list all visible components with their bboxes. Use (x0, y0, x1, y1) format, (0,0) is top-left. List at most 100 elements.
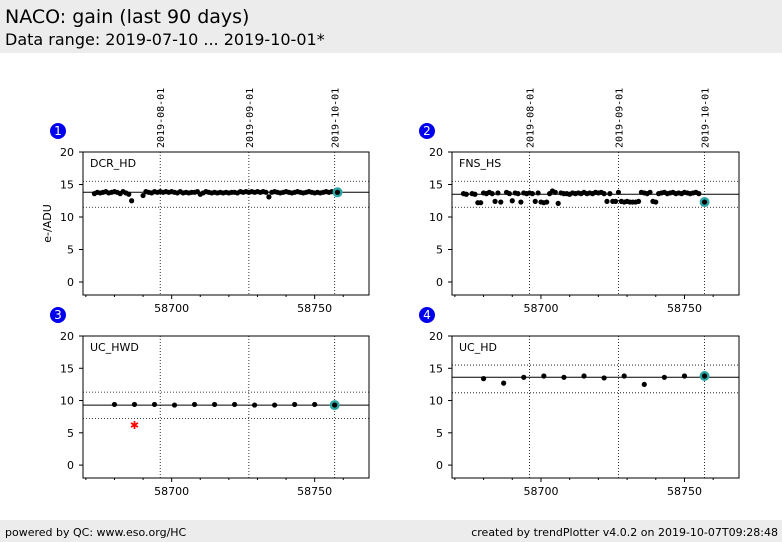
data-point (463, 191, 469, 197)
data-point (211, 401, 218, 408)
data-point (506, 191, 512, 197)
panel-number-badge (419, 123, 435, 139)
data-point (263, 189, 269, 195)
data-point (635, 198, 642, 204)
data-point (612, 198, 619, 204)
data-point (272, 402, 278, 408)
y-tick-label: 20 (60, 330, 74, 343)
x-tick-label: 58700 (154, 485, 189, 498)
data-point (266, 194, 272, 200)
data-point (601, 375, 607, 381)
y-tick-label: 15 (60, 179, 74, 192)
panel-4: 4 0 5 10 15 20 58700 58750 UC_HD (419, 307, 740, 498)
latest-point (332, 402, 338, 408)
data-point (601, 191, 607, 197)
x-tick-label: 58750 (667, 302, 702, 315)
plot-frame (451, 335, 740, 479)
footer-credit: powered by QC: www.eso.org/HC (5, 526, 187, 539)
data-point (653, 199, 659, 205)
data-range-subtitle: Data range: 2019-07-10 ... 2019-10-01* (5, 30, 325, 49)
data-point (621, 373, 627, 379)
y-axis-label: e-/ADU (41, 204, 54, 243)
panel-number-badge (419, 307, 435, 323)
latest-point (701, 199, 708, 205)
data-point (529, 191, 535, 197)
y-tick-label: 5 (436, 427, 443, 440)
date-label: 2019-08-01 (156, 88, 167, 148)
panel-label: UC_HWD (90, 341, 139, 354)
date-label: 2019-08-01 (525, 88, 536, 148)
report-footer: powered by QC: www.eso.org/HC created by… (0, 520, 782, 542)
data-point (292, 401, 298, 408)
plot-frame (82, 335, 370, 479)
outlier-point: ✱ (130, 419, 139, 432)
data-point (615, 189, 622, 195)
y-tick-label: 0 (67, 276, 74, 289)
panel-number-badge (50, 307, 66, 323)
data-point (312, 401, 318, 408)
data-point (501, 380, 507, 386)
date-label: 2019-10-01 (331, 88, 342, 148)
data-point (521, 374, 527, 380)
x-tick-label: 58750 (297, 485, 332, 498)
data-point (472, 191, 478, 197)
data-point (544, 199, 550, 205)
y-tick-label: 0 (436, 459, 443, 472)
data-point (171, 402, 178, 408)
data-point (191, 401, 198, 408)
y-tick-label: 15 (429, 179, 443, 192)
y-tick-label: 20 (60, 146, 74, 159)
data-point (480, 376, 487, 382)
data-point (509, 198, 515, 204)
data-point (252, 402, 258, 408)
panel-number: 1 (54, 124, 62, 138)
data-point (495, 190, 501, 196)
panel-1: 1 2019-08-01 2019-09-01 2019-10-01 0 5 10 15 20 5… (41, 88, 370, 315)
data-point (541, 373, 547, 379)
y-tick-label: 5 (436, 244, 443, 257)
plot-frame (451, 151, 740, 296)
data-point (151, 401, 158, 408)
footer-created-by: created by trendPlotter v4.0.2 on 2019-1… (471, 526, 778, 539)
data-point (555, 200, 561, 206)
y-tick-label: 20 (429, 146, 443, 159)
latest-point (701, 373, 708, 379)
y-tick-label: 10 (429, 395, 443, 408)
panel-label: FNS_HS (459, 157, 501, 170)
panel-number: 2 (423, 124, 431, 138)
data-point (696, 191, 702, 197)
data-point (581, 373, 587, 379)
y-tick-label: 5 (67, 427, 74, 440)
data-point (561, 374, 567, 380)
data-point (231, 401, 238, 408)
data-point (535, 190, 541, 196)
panel-3: 3 0 5 10 15 20 58700 58750 UC_HWD ✱ (50, 307, 370, 498)
data-point (498, 199, 504, 205)
data-point (492, 198, 498, 204)
y-tick-label: 10 (60, 211, 74, 224)
y-tick-label: 0 (67, 459, 74, 472)
data-point (641, 381, 647, 388)
x-tick-label: 58700 (523, 302, 558, 315)
x-tick-label: 58700 (523, 485, 558, 498)
y-tick-label: 5 (67, 244, 74, 257)
y-tick-label: 15 (429, 362, 443, 375)
y-tick-label: 0 (436, 276, 443, 289)
data-point (647, 189, 653, 195)
plot-frame (82, 151, 370, 296)
data-point (515, 191, 521, 197)
y-tick-label: 15 (60, 362, 74, 375)
data-point (604, 198, 610, 204)
data-point (518, 199, 524, 205)
date-label: 2019-09-01 (614, 88, 625, 148)
page-title: NACO: gain (last 90 days) (5, 6, 250, 28)
data-point (478, 200, 484, 206)
y-tick-label: 10 (60, 395, 74, 408)
data-point (532, 198, 538, 204)
data-point (126, 191, 132, 197)
panel-number-badge (50, 123, 66, 139)
y-tick-label: 20 (429, 330, 443, 343)
panel-number: 4 (423, 308, 431, 322)
data-point (111, 401, 118, 408)
